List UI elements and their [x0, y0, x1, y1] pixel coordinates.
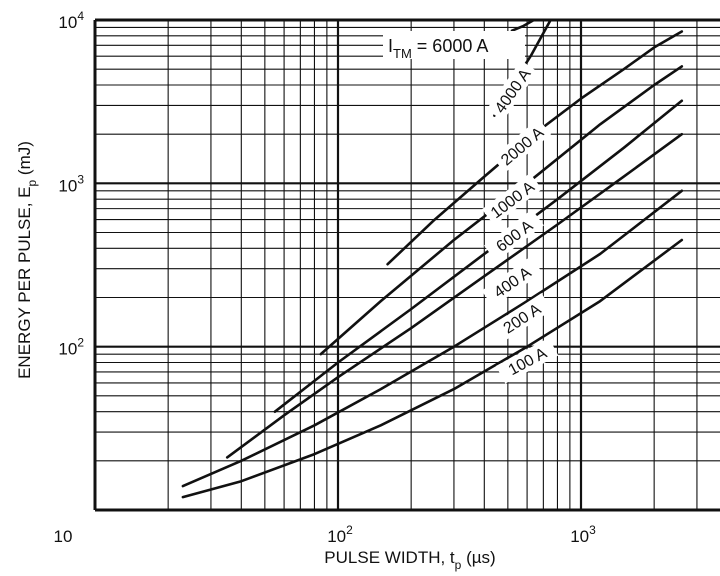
curve-6000a	[510, 18, 536, 33]
curve-400a	[225, 132, 684, 459]
curve-label-knockout	[482, 173, 542, 226]
curve-200a	[181, 189, 684, 488]
grid-layer	[95, 20, 720, 510]
x-axis-title: PULSE WIDTH, tp (µs)	[324, 548, 495, 572]
x-tick-label: 102	[327, 523, 353, 546]
x-tick-label: 10	[54, 527, 73, 546]
legend-title: ITM = 6000 A	[383, 31, 525, 61]
curve-label-knockout	[491, 293, 553, 343]
curve-100a	[181, 238, 684, 499]
curve-label-knockout	[484, 209, 544, 262]
x-tick-label: 103	[570, 523, 596, 546]
curve-label-knockout	[492, 118, 552, 173]
curve-label-knockout	[495, 337, 559, 384]
legend-title-background	[383, 31, 525, 59]
curve-2000a	[386, 30, 684, 266]
curve-600a	[273, 99, 684, 414]
curve-label-group-2000a: 2000 A	[492, 118, 552, 173]
y-tick-label: 102	[58, 336, 84, 359]
y-tick-label: 103	[58, 172, 84, 195]
y-tick-label: 104	[58, 9, 84, 32]
frame-layer	[93, 18, 720, 512]
svg-text:ITM = 6000 A: ITM = 6000 A	[388, 36, 488, 61]
y-axis-title: ENERGY PER PULSE, Ep (mJ)	[15, 141, 39, 379]
curve-layer	[181, 18, 684, 499]
curve-label-knockout	[481, 256, 543, 308]
curve-label-knockout	[486, 60, 538, 121]
